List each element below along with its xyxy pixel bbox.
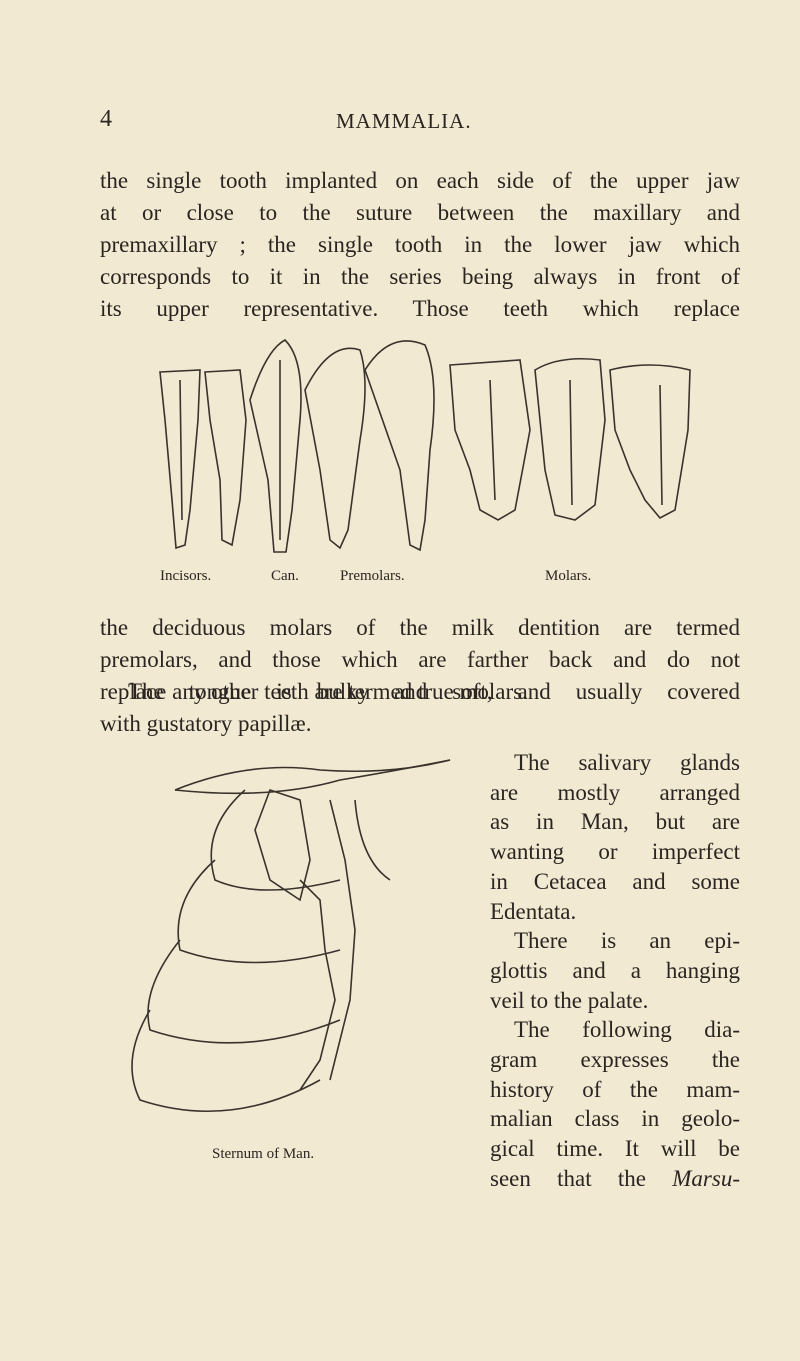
caption: Incisors. [160, 568, 212, 584]
text-line: are mostly arranged [490, 779, 740, 805]
text-line: corresponds to it in the series being al… [100, 264, 740, 289]
text-line: its upper representative. Those teeth wh… [100, 296, 740, 321]
text-line: premaxillary ; the single tooth in the l… [100, 232, 740, 257]
text-line: Edentata. [490, 898, 577, 924]
text-line: The tongue is bulky and soft, and usuall… [128, 679, 740, 704]
caption: Sternum of Man. [212, 1146, 315, 1162]
text-line: The following dia- [514, 1017, 740, 1043]
text-line: glottis and a hanging [490, 957, 740, 983]
text-line: the single tooth implanted on each side … [100, 168, 740, 193]
caption: Premolars. [340, 568, 405, 584]
text-line: veil to the palate. [490, 987, 649, 1013]
text-line: premolars, and those which are farther b… [100, 647, 740, 672]
caption: Can. [271, 568, 299, 584]
page-number: 4 [100, 106, 112, 132]
text-line: wanting or imperfect [490, 839, 740, 865]
text-line: with gustatory papillæ. [100, 711, 312, 736]
teeth-drawing [159, 339, 691, 553]
text-line: The salivary glands [514, 750, 740, 775]
text-line: replace any other teeth are termed true … [100, 679, 528, 704]
text-line: gical time. It will be [490, 1136, 740, 1162]
sternum-drawing [131, 759, 451, 1113]
text-line: as in Man, but are [490, 809, 740, 835]
italic-text: Marsu- [672, 1166, 740, 1191]
text-line: gram expresses the [490, 1047, 740, 1072]
text-line: seen that the Marsu- [490, 1164, 740, 1194]
text-line: in Cetacea and some [490, 868, 740, 894]
text-line: There is an epi- [514, 928, 740, 954]
caption: Molars. [545, 568, 592, 584]
text-line: history of the mam- [490, 1076, 740, 1102]
text-line: the deciduous molars of the milk dentiti… [100, 615, 740, 640]
text: seen that the [490, 1166, 646, 1191]
text-line: malian class in geolo- [490, 1106, 740, 1132]
text-line: at or close to the suture between the ma… [100, 200, 740, 225]
running-header: MAMMALIA. [336, 109, 472, 133]
